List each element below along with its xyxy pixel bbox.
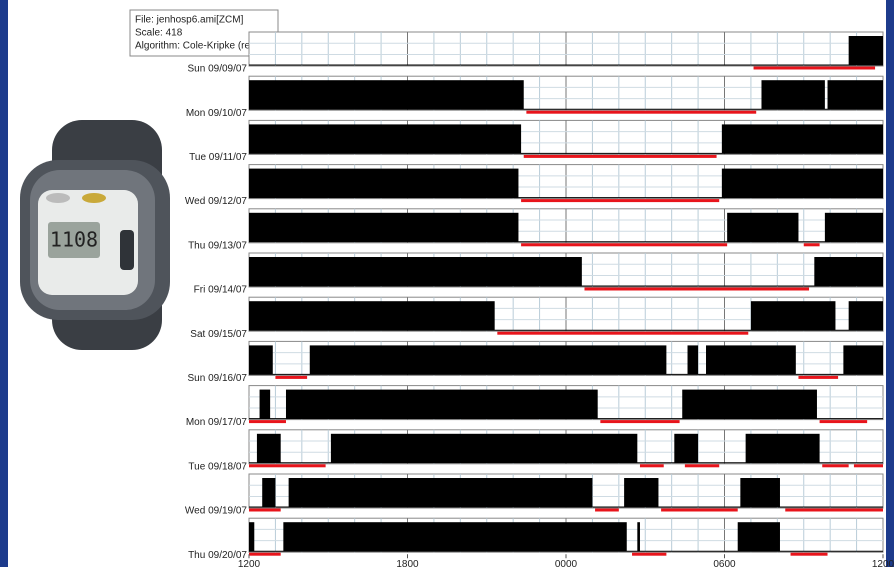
day-label: Sun 09/16/07 — [188, 373, 248, 384]
activity-block — [249, 169, 518, 198]
activity-block — [257, 434, 281, 463]
sleep-bar — [521, 243, 727, 246]
page: 1108 File: jenhosp6.ami[ZCM] Scale: 418 … — [0, 0, 894, 567]
activity-block — [814, 257, 883, 286]
x-tick-label: 1200 — [872, 559, 894, 567]
sleep-bar — [526, 111, 756, 114]
activity-block — [260, 390, 271, 419]
activity-block — [249, 301, 495, 330]
activity-block — [849, 301, 883, 330]
sleep-bar — [275, 376, 307, 379]
activity-block — [674, 434, 698, 463]
activity-block — [751, 301, 836, 330]
watch: 1108 — [20, 120, 170, 350]
activity-block — [289, 478, 593, 507]
x-tick-label: 1800 — [396, 559, 419, 567]
activity-block — [706, 345, 796, 374]
day-label: Sun 09/09/07 — [188, 64, 248, 75]
sleep-bar — [785, 509, 883, 512]
activity-block — [849, 36, 883, 65]
activity-block — [746, 434, 820, 463]
activity-block — [249, 213, 518, 242]
x-tick-label: 0000 — [555, 559, 578, 567]
activity-block — [740, 478, 780, 507]
sleep-bar — [804, 243, 820, 246]
sleep-bar — [820, 420, 868, 423]
right-border — [886, 0, 894, 567]
left-border — [0, 0, 8, 567]
sleep-bar — [524, 155, 717, 158]
day-label: Wed 09/19/07 — [185, 506, 248, 517]
activity-block — [331, 434, 637, 463]
activity-block — [825, 213, 883, 242]
day-label: Wed 09/12/07 — [185, 196, 248, 207]
day-label: Sat 09/15/07 — [190, 329, 247, 340]
activity-block — [249, 124, 521, 153]
activity-block — [249, 345, 273, 374]
activity-block — [262, 478, 275, 507]
sleep-bar — [854, 464, 883, 467]
activity-block — [310, 345, 667, 374]
day-label: Tue 09/18/07 — [188, 461, 247, 472]
sleep-bar — [249, 509, 281, 512]
activity-block — [682, 390, 817, 419]
x-tick-label: 0600 — [713, 559, 736, 567]
sleep-bar — [249, 553, 281, 556]
x-tick-label: 1200 — [238, 559, 261, 567]
sleep-bar — [661, 509, 738, 512]
sleep-bar — [754, 67, 876, 70]
activity-block — [738, 522, 780, 551]
sleep-bar — [640, 464, 664, 467]
day-label: Tue 09/11/07 — [189, 152, 247, 163]
info-line: Scale: 418 — [135, 28, 183, 39]
sleep-bar — [685, 464, 719, 467]
sleep-bar — [791, 553, 828, 556]
sleep-bar — [249, 464, 326, 467]
activity-block — [843, 345, 883, 374]
svg-text:1108: 1108 — [50, 228, 98, 252]
sleep-bar — [822, 464, 848, 467]
activity-block — [283, 522, 626, 551]
activity-block — [637, 522, 640, 551]
sleep-bar — [497, 332, 748, 335]
day-label: Thu 09/13/07 — [188, 240, 247, 251]
activity-block — [688, 345, 699, 374]
activity-block — [249, 522, 254, 551]
day-label: Mon 09/10/07 — [186, 108, 248, 119]
sleep-bar — [584, 288, 809, 291]
sleep-bar — [595, 509, 619, 512]
sleep-bar — [600, 420, 679, 423]
sleep-bar — [798, 376, 838, 379]
activity-block — [727, 213, 798, 242]
screen: 1108 File: jenhosp6.ami[ZCM] Scale: 418 … — [0, 0, 894, 567]
activity-block — [249, 257, 582, 286]
sleep-bar — [632, 553, 666, 556]
activity-block — [286, 390, 598, 419]
activity-block — [761, 80, 824, 109]
info-line: File: jenhosp6.ami[ZCM] — [135, 15, 244, 26]
day-label: Mon 09/17/07 — [186, 417, 248, 428]
activity-block — [624, 478, 658, 507]
activity-block — [722, 169, 883, 198]
activity-block — [722, 124, 883, 153]
activity-block — [249, 80, 524, 109]
activity-block — [828, 80, 883, 109]
day-label: Fri 09/14/07 — [194, 285, 248, 296]
sleep-bar — [521, 199, 719, 202]
sleep-bar — [249, 420, 286, 423]
